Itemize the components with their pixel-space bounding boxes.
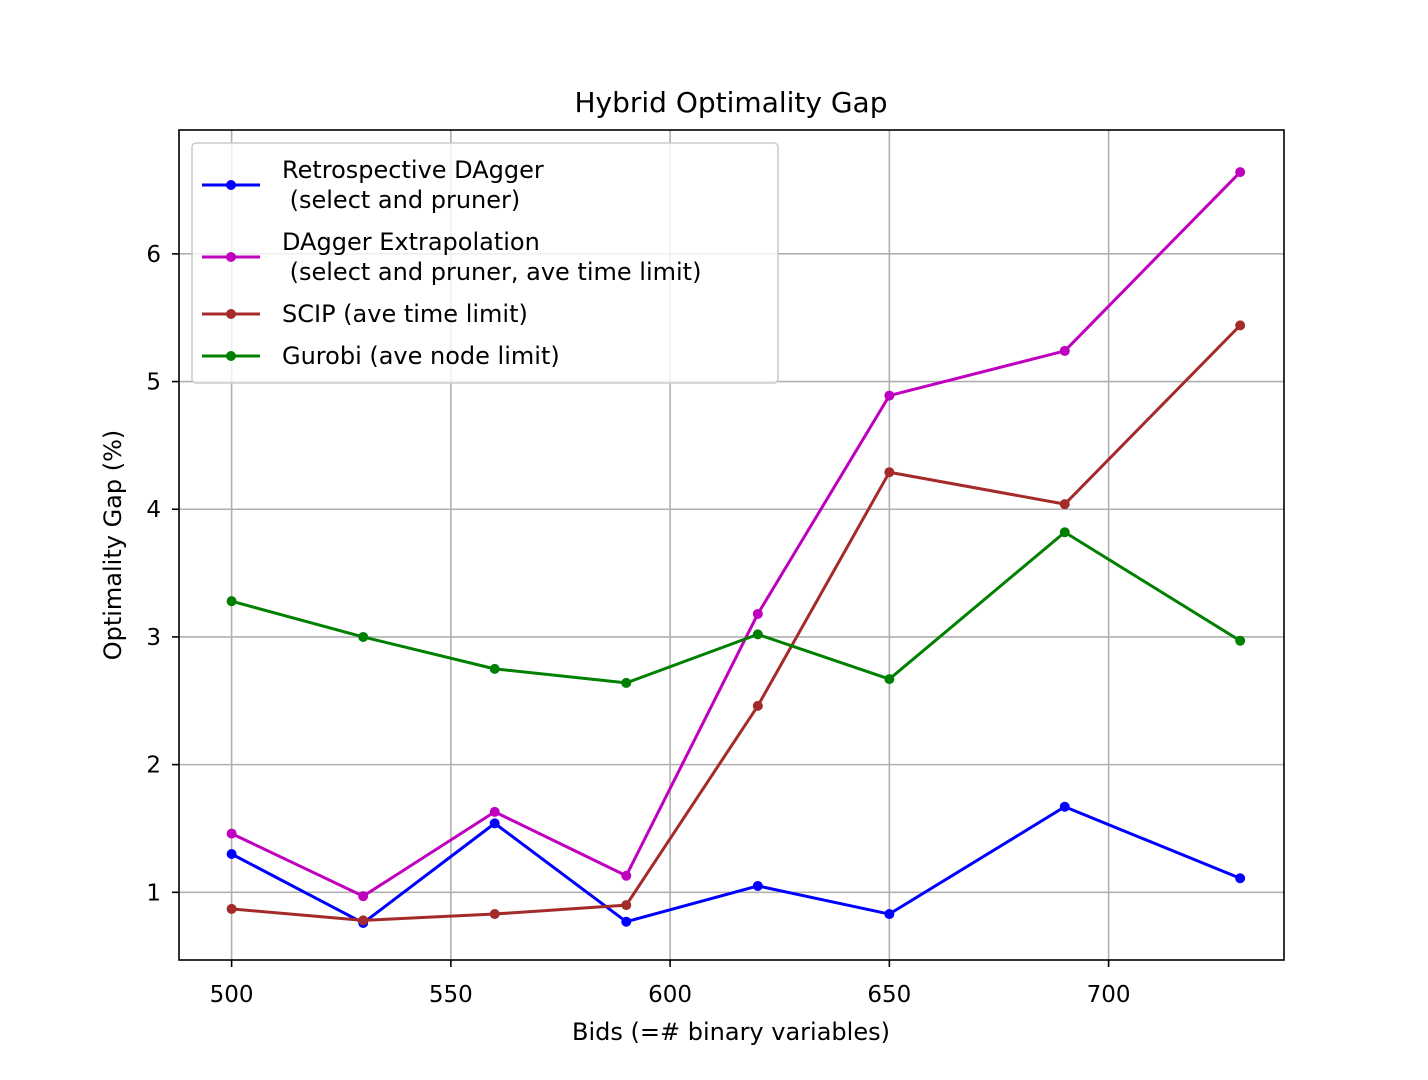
y-tick-label: 4 bbox=[146, 497, 161, 523]
series-1 bbox=[226, 801, 1246, 928]
data-point bbox=[226, 596, 237, 607]
x-tick-label: 700 bbox=[1087, 982, 1131, 1008]
x-tick-label: 650 bbox=[867, 982, 911, 1008]
data-point bbox=[1235, 167, 1246, 178]
data-point bbox=[358, 891, 369, 902]
data-point bbox=[226, 828, 237, 839]
y-tick-label: 6 bbox=[146, 242, 161, 268]
data-point bbox=[226, 849, 237, 860]
y-tick-label: 2 bbox=[146, 753, 161, 779]
data-point bbox=[752, 880, 763, 891]
legend-label: Retrospective DAgger bbox=[282, 156, 544, 184]
x-axis-label: Bids (=# binary variables) bbox=[572, 1018, 890, 1046]
legend-entry: Retrospective DAgger (select and pruner) bbox=[202, 156, 544, 214]
legend-swatch-marker bbox=[226, 252, 236, 262]
legend-entry: DAgger Extrapolation (select and pruner,… bbox=[202, 228, 701, 286]
data-point bbox=[884, 909, 895, 920]
data-point bbox=[1059, 527, 1070, 538]
data-point bbox=[1235, 320, 1246, 331]
data-point bbox=[884, 467, 895, 478]
legend-label: (select and pruner) bbox=[282, 186, 520, 214]
y-tick-label: 1 bbox=[146, 880, 161, 906]
data-point bbox=[884, 674, 895, 685]
series-3 bbox=[226, 320, 1246, 926]
series-2 bbox=[226, 167, 1246, 902]
data-point bbox=[884, 390, 895, 401]
data-point bbox=[489, 909, 500, 920]
data-point bbox=[1235, 873, 1246, 884]
chart-title: Hybrid Optimality Gap bbox=[574, 86, 887, 119]
y-axis-label: Optimality Gap (%) bbox=[99, 430, 127, 661]
legend-entry: SCIP (ave time limit) bbox=[202, 300, 528, 328]
legend-swatch-marker bbox=[226, 309, 236, 319]
series-group bbox=[226, 167, 1246, 928]
series-4 bbox=[226, 527, 1246, 688]
y-axis-ticks: 1 2 3 4 5 6 bbox=[146, 242, 179, 906]
y-tick-label: 3 bbox=[146, 625, 161, 651]
data-point bbox=[1059, 345, 1070, 356]
legend-label: (select and pruner, ave time limit) bbox=[282, 258, 701, 286]
data-point bbox=[1235, 635, 1246, 646]
series-line bbox=[230, 805, 1241, 925]
legend: Retrospective DAgger (select and pruner)… bbox=[191, 142, 779, 384]
data-point bbox=[489, 806, 500, 817]
x-tick-label: 600 bbox=[648, 982, 692, 1008]
data-point bbox=[752, 608, 763, 619]
x-tick-label: 500 bbox=[210, 982, 254, 1008]
data-point bbox=[489, 818, 500, 829]
data-point bbox=[489, 663, 500, 674]
legend-swatch-marker bbox=[226, 351, 236, 361]
legend-frame bbox=[191, 142, 779, 384]
data-point bbox=[621, 900, 632, 911]
data-point bbox=[1059, 499, 1070, 510]
series-line bbox=[231, 324, 1242, 922]
data-point bbox=[1059, 801, 1070, 812]
legend-swatch-marker bbox=[226, 180, 236, 190]
plot-frame bbox=[178, 129, 1285, 961]
data-point bbox=[358, 915, 369, 926]
data-point bbox=[226, 903, 237, 914]
data-point bbox=[621, 916, 632, 927]
x-tick-label: 550 bbox=[429, 982, 473, 1008]
y-tick-label: 5 bbox=[146, 370, 161, 396]
series-line bbox=[230, 171, 1242, 898]
data-point bbox=[621, 677, 632, 688]
legend-entry: Gurobi (ave node limit) bbox=[202, 342, 560, 370]
legend-label: SCIP (ave time limit) bbox=[282, 300, 528, 328]
data-point bbox=[358, 631, 369, 642]
data-point bbox=[621, 870, 632, 881]
data-point bbox=[752, 629, 763, 640]
x-axis-ticks: 500 550 600 650 700 bbox=[210, 960, 1131, 1008]
series-line bbox=[231, 530, 1241, 685]
data-point bbox=[752, 700, 763, 711]
legend-label: DAgger Extrapolation bbox=[282, 228, 540, 256]
legend-label: Gurobi (ave node limit) bbox=[282, 342, 560, 370]
